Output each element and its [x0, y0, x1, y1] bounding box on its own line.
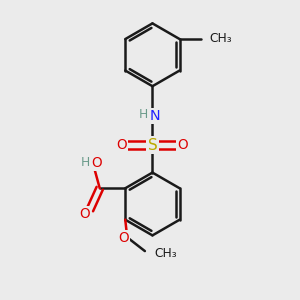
- Text: O: O: [117, 138, 127, 152]
- Text: O: O: [118, 231, 129, 245]
- Text: H: H: [80, 156, 90, 169]
- Text: H: H: [139, 108, 148, 121]
- Text: O: O: [178, 138, 188, 152]
- Text: O: O: [92, 156, 102, 170]
- Text: CH₃: CH₃: [209, 32, 232, 45]
- Text: CH₃: CH₃: [155, 247, 177, 260]
- Text: N: N: [150, 109, 161, 123]
- Text: S: S: [148, 138, 157, 153]
- Text: O: O: [80, 207, 90, 221]
